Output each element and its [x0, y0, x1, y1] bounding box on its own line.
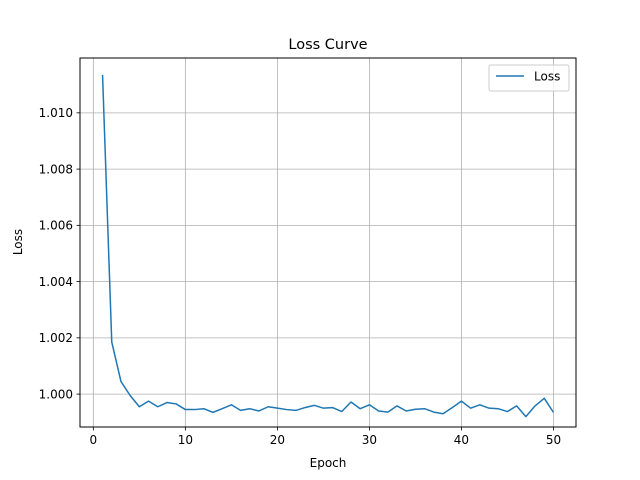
y-tick-label: 1.010: [39, 106, 73, 120]
x-tick-label: 40: [454, 433, 469, 447]
x-axis: 0 10 20 30 40 50: [90, 427, 561, 447]
y-axis: 1.000 1.002 1.004 1.006 1.008 1.010: [39, 106, 80, 401]
x-tick-label: 10: [178, 433, 193, 447]
y-tick-label: 1.008: [39, 162, 73, 176]
y-axis-title: Loss: [11, 229, 25, 255]
chart-title: Loss Curve: [288, 37, 367, 53]
y-tick-label: 1.006: [39, 219, 73, 233]
series-line-loss: [101, 74, 555, 418]
legend-box: [488, 64, 570, 92]
y-tick-label: 1.004: [39, 275, 73, 289]
series-layer: [101, 74, 555, 418]
y-tick-label: 1.002: [39, 331, 73, 345]
y-tick-label: 1.000: [39, 387, 73, 401]
legend-label-loss: Loss: [534, 70, 560, 84]
x-tick-label: 50: [546, 433, 561, 447]
x-tick-label: 20: [270, 433, 285, 447]
legend: Loss: [488, 64, 570, 92]
grid-lines: [80, 58, 576, 427]
x-axis-title: Epoch: [310, 456, 347, 470]
x-tick-label: 30: [362, 433, 377, 447]
plot-frame: [79, 57, 577, 428]
x-tick-label: 0: [90, 433, 98, 447]
